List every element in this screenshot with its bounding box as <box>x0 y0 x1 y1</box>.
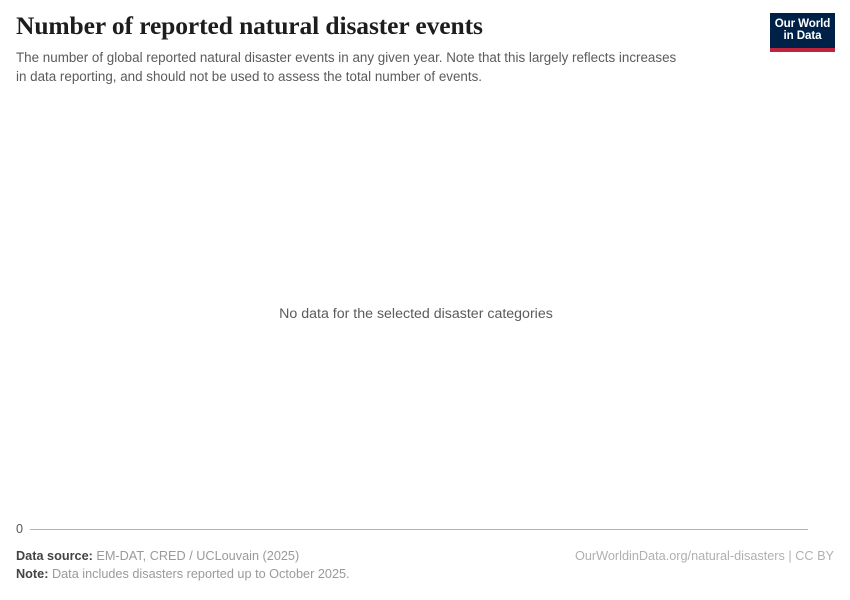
our-world-in-data-logo[interactable]: Our World in Data <box>770 13 835 52</box>
axis-baseline <box>30 529 808 530</box>
note-value: Data includes disasters reported up to O… <box>51 566 350 581</box>
footer-sources: Data source: EM-DAT, CRED / UCLouvain (2… <box>16 548 350 583</box>
page-title: Number of reported natural disaster even… <box>16 11 483 40</box>
plot-area: No data for the selected disaster catego… <box>0 96 850 532</box>
data-source-line: Data source: EM-DAT, CRED / UCLouvain (2… <box>16 548 350 566</box>
attribution-link[interactable]: OurWorldinData.org/natural-disasters | C… <box>574 549 834 563</box>
chart-header: Number of reported natural disaster even… <box>16 11 756 86</box>
y-axis-tick-label-0: 0 <box>16 522 24 536</box>
note-label: Note: <box>16 566 49 581</box>
y-axis: 0 <box>16 521 808 537</box>
logo-line-two: in Data <box>783 29 822 42</box>
logo-line-one: Our World <box>774 16 831 30</box>
chart-footer: Data source: EM-DAT, CRED / UCLouvain (2… <box>16 548 834 588</box>
data-source-label: Data source: <box>16 549 93 563</box>
note-line: Note: Data includes disasters reported u… <box>16 566 350 584</box>
chart-subtitle: The number of global reported natural di… <box>16 49 677 84</box>
no-data-message: No data for the selected disaster catego… <box>279 306 553 322</box>
data-source-value: EM-DAT, CRED / UCLouvain (2025) <box>96 549 300 563</box>
